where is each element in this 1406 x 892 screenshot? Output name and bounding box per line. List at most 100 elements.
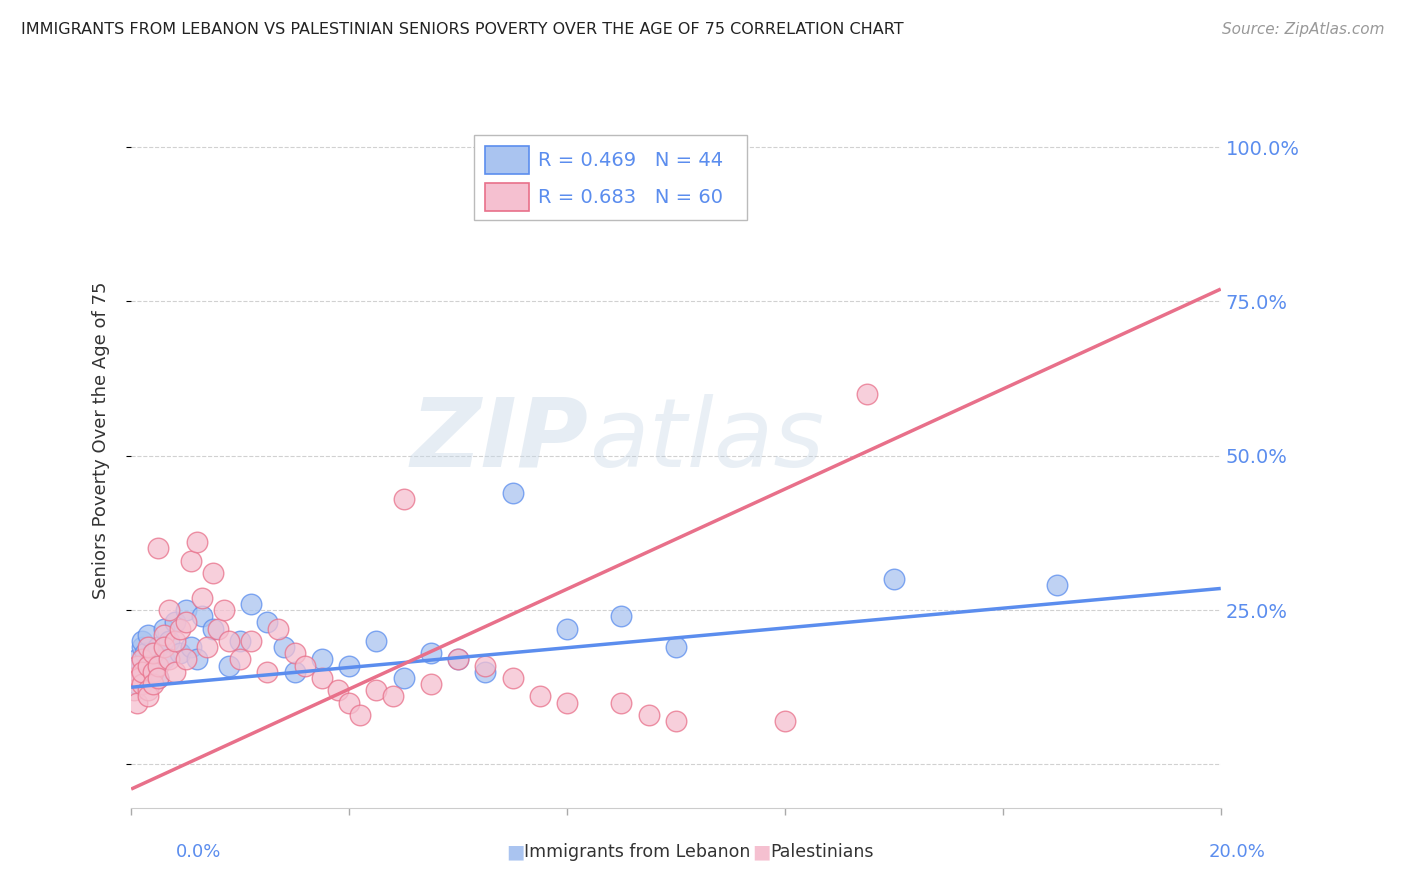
Point: [153, 622, 176, 636]
Point: [128, 671, 150, 685]
Point: [180, 554, 202, 568]
Point: [256, 665, 278, 679]
Point: [169, 622, 191, 636]
Point: [136, 671, 159, 685]
Point: [294, 658, 316, 673]
Point: [148, 541, 170, 556]
Text: ZIP: ZIP: [411, 393, 589, 487]
Point: [136, 658, 159, 673]
Point: [148, 658, 170, 673]
Point: [502, 671, 524, 685]
Text: R = 0.683   N = 60: R = 0.683 N = 60: [537, 187, 723, 207]
Point: [284, 665, 307, 679]
Point: [197, 640, 219, 654]
Point: [174, 603, 197, 617]
Text: 20.0%: 20.0%: [1209, 843, 1265, 861]
Point: [153, 628, 176, 642]
Point: [122, 665, 145, 679]
Point: [163, 634, 186, 648]
Point: [134, 646, 156, 660]
Point: [773, 714, 796, 729]
Point: [128, 658, 150, 673]
Point: [180, 640, 202, 654]
Point: [148, 671, 170, 685]
Point: [131, 671, 153, 685]
Point: [121, 671, 143, 685]
Point: [125, 677, 148, 691]
Point: [392, 671, 415, 685]
Point: [555, 696, 578, 710]
Point: [153, 652, 176, 666]
Point: [529, 690, 551, 704]
FancyBboxPatch shape: [474, 136, 747, 220]
Point: [122, 683, 145, 698]
Point: [337, 696, 360, 710]
Point: [136, 683, 159, 698]
Point: [136, 640, 159, 654]
Point: [163, 665, 186, 679]
Point: [207, 622, 229, 636]
Point: [267, 622, 290, 636]
Text: Palestinians: Palestinians: [770, 843, 875, 861]
Point: [212, 603, 235, 617]
Point: [337, 658, 360, 673]
Point: [665, 640, 688, 654]
Point: [201, 622, 224, 636]
Point: [883, 572, 905, 586]
Point: [447, 652, 470, 666]
Text: ■: ■: [506, 842, 524, 862]
Point: [284, 646, 307, 660]
Point: [419, 646, 441, 660]
Point: [311, 671, 333, 685]
Point: [142, 665, 165, 679]
Point: [474, 658, 496, 673]
Text: IMMIGRANTS FROM LEBANON VS PALESTINIAN SENIORS POVERTY OVER THE AGE OF 75 CORREL: IMMIGRANTS FROM LEBANON VS PALESTINIAN S…: [21, 22, 904, 37]
Point: [218, 658, 240, 673]
Point: [136, 690, 159, 704]
Point: [419, 677, 441, 691]
Point: [131, 634, 153, 648]
Point: [157, 652, 180, 666]
Point: [136, 628, 159, 642]
Point: [142, 646, 165, 660]
Point: [142, 646, 165, 660]
Point: [229, 634, 252, 648]
Point: [191, 609, 214, 624]
Point: [186, 652, 208, 666]
Point: [131, 665, 153, 679]
Point: [555, 622, 578, 636]
Point: [610, 609, 633, 624]
Point: [125, 658, 148, 673]
Point: [366, 683, 388, 698]
Point: [163, 615, 186, 630]
Point: [148, 640, 170, 654]
Point: [174, 652, 197, 666]
Point: [447, 652, 470, 666]
Point: [665, 714, 688, 729]
Point: [131, 640, 153, 654]
Point: [131, 677, 153, 691]
Point: [142, 665, 165, 679]
Point: [229, 652, 252, 666]
Point: [381, 690, 404, 704]
Point: [136, 658, 159, 673]
Point: [125, 652, 148, 666]
Point: [273, 640, 295, 654]
Text: R = 0.469   N = 44: R = 0.469 N = 44: [537, 151, 723, 169]
Point: [240, 597, 263, 611]
Point: [131, 652, 153, 666]
FancyBboxPatch shape: [485, 183, 529, 211]
Point: [191, 591, 214, 605]
Point: [186, 535, 208, 549]
Text: Immigrants from Lebanon: Immigrants from Lebanon: [524, 843, 751, 861]
Point: [201, 566, 224, 580]
Text: ■: ■: [752, 842, 770, 862]
Point: [328, 683, 350, 698]
Point: [610, 696, 633, 710]
Point: [1046, 578, 1069, 592]
Text: 0.0%: 0.0%: [176, 843, 221, 861]
Point: [157, 603, 180, 617]
Y-axis label: Seniors Poverty Over the Age of 75: Seniors Poverty Over the Age of 75: [93, 282, 110, 599]
Point: [637, 708, 659, 723]
Point: [157, 634, 180, 648]
